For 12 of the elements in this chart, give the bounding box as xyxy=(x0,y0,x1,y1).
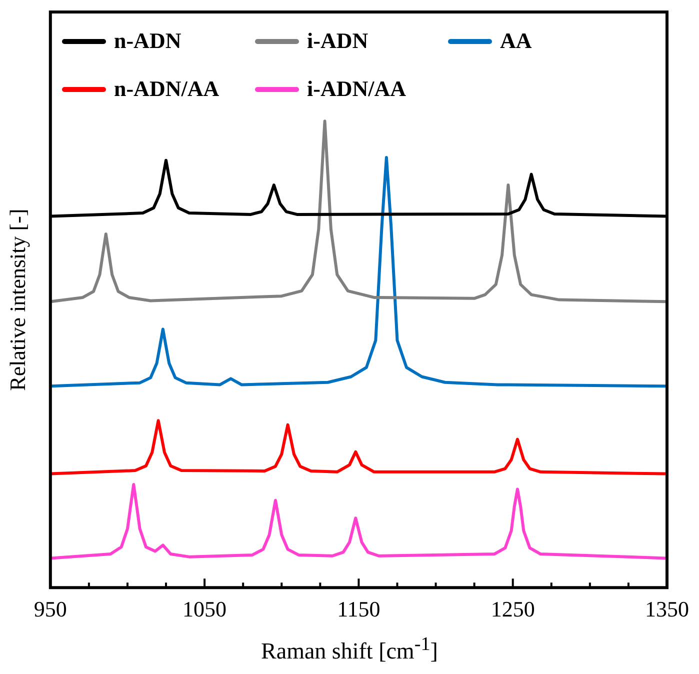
x-axis-title: Raman shift [cm$^{-1}$] xyxy=(260,634,439,665)
legend-label: i-ADN/AA xyxy=(307,76,406,102)
x-tick-label: 950 xyxy=(34,596,67,622)
x-tick-label: 1350 xyxy=(645,596,689,622)
y-axis-title: Relative intensity [-] xyxy=(4,208,30,391)
legend-label: n-ADN xyxy=(114,28,182,54)
legend-label: i-ADN xyxy=(307,28,368,54)
x-tick-label: 1250 xyxy=(490,596,535,622)
legend-label: n-ADN/AA xyxy=(114,76,220,102)
legend-label: AA xyxy=(500,28,532,54)
x-tick-label: 1050 xyxy=(182,596,227,622)
x-tick-label: 1150 xyxy=(337,596,380,622)
